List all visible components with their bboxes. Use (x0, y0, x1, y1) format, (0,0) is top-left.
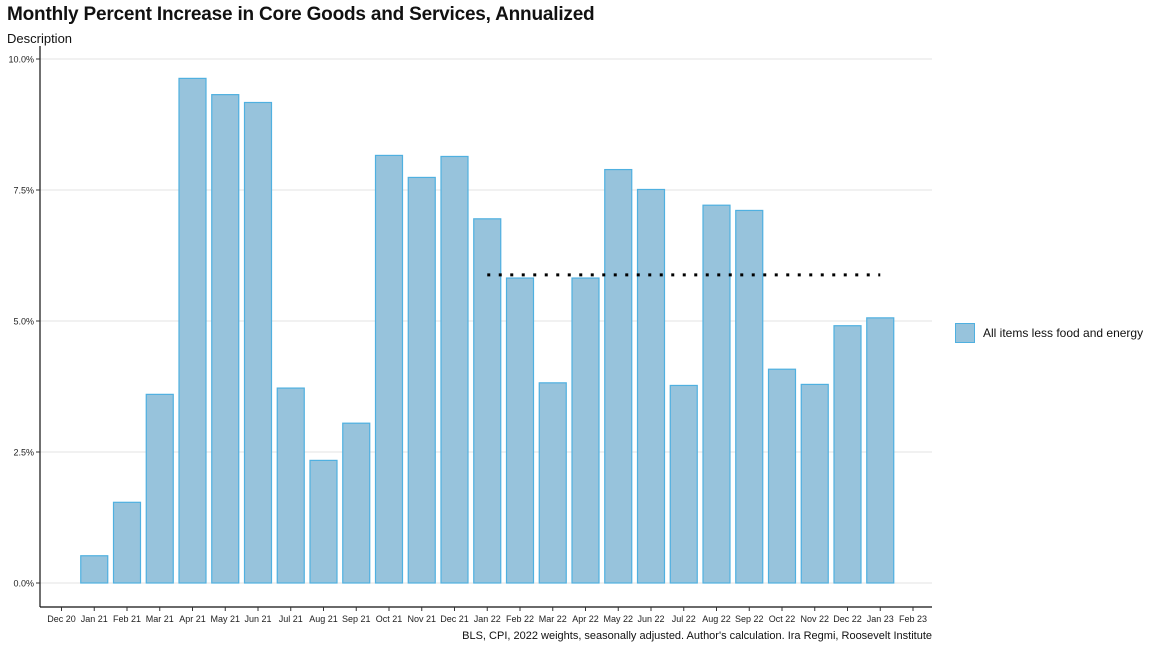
x-tick-label: Dec 22 (833, 614, 862, 624)
x-tick-label: Oct 22 (769, 614, 796, 624)
x-tick-label: Dec 21 (440, 614, 469, 624)
axes (39, 46, 932, 608)
x-tick-label: Mar 22 (539, 614, 567, 624)
bar (80, 555, 109, 584)
bar (866, 317, 895, 584)
bar (702, 204, 731, 584)
chart-title: Monthly Percent Increase in Core Goods a… (7, 4, 595, 25)
bar (571, 277, 600, 584)
bars (80, 77, 895, 584)
x-tick-label: Feb 23 (899, 614, 927, 624)
x-tick-label: Mar 21 (146, 614, 174, 624)
bar (604, 168, 633, 584)
x-tick-label: Nov 21 (407, 614, 436, 624)
chart-subtitle: Description (7, 31, 73, 46)
x-tick-label: Dec 20 (47, 614, 76, 624)
bar (538, 382, 567, 584)
y-tick-label: 7.5% (13, 186, 34, 196)
legend: All items less food and energy (955, 323, 1143, 343)
bar (145, 393, 174, 584)
bar (211, 94, 240, 584)
bar (342, 422, 371, 584)
chart-caption: BLS, CPI, 2022 weights, seasonally adjus… (462, 630, 932, 642)
y-tick-label: 2.5% (13, 448, 34, 458)
x-tick-label: Nov 22 (800, 614, 829, 624)
y-tick-label: 0.0% (13, 579, 34, 589)
y-tick-label: 10.0% (8, 55, 34, 65)
x-tick-label: Feb 21 (113, 614, 141, 624)
bar (800, 383, 829, 584)
bar (473, 218, 502, 584)
y-tick-label: 5.0% (13, 317, 34, 327)
x-tick-label: Sep 21 (342, 614, 371, 624)
bar (505, 277, 535, 584)
bar (309, 459, 338, 584)
x-tick-label: Jan 21 (81, 614, 108, 624)
bar (833, 325, 862, 584)
x-tick-label: Sep 22 (735, 614, 764, 624)
bar (440, 155, 469, 584)
y-axis-ticks: 0.0% 2.5% 5.0% 7.5% 10.0% (8, 55, 40, 589)
bar (374, 154, 404, 584)
x-tick-label: Jan 23 (867, 614, 894, 624)
x-tick-label: May 21 (210, 614, 240, 624)
bar (767, 368, 797, 584)
legend-key-core (955, 323, 975, 343)
bar (276, 387, 305, 584)
x-tick-label: Jul 22 (672, 614, 696, 624)
bar (178, 77, 207, 584)
x-tick-label: Oct 21 (376, 614, 403, 624)
x-tick-label: Apr 21 (179, 614, 206, 624)
x-tick-label: Apr 22 (572, 614, 599, 624)
x-tick-label: May 22 (603, 614, 633, 624)
x-tick-label: Aug 22 (702, 614, 731, 624)
bar (243, 101, 273, 584)
x-tick-label: Jan 22 (474, 614, 501, 624)
x-tick-label: Feb 22 (506, 614, 534, 624)
bar (407, 176, 436, 584)
bar (112, 501, 142, 584)
legend-label: All items less food and energy (983, 326, 1144, 340)
x-tick-label: Jul 21 (279, 614, 303, 624)
x-axis-ticks: Dec 20 Jan 21 Feb 21 Mar 21 Apr 21 May 21 Jun … (47, 607, 927, 624)
bar (636, 188, 666, 584)
x-tick-label: Jun 21 (244, 614, 271, 624)
bar (669, 384, 698, 584)
bar (735, 209, 764, 584)
x-tick-label: Jun 22 (637, 614, 664, 624)
x-tick-label: Aug 21 (309, 614, 338, 624)
